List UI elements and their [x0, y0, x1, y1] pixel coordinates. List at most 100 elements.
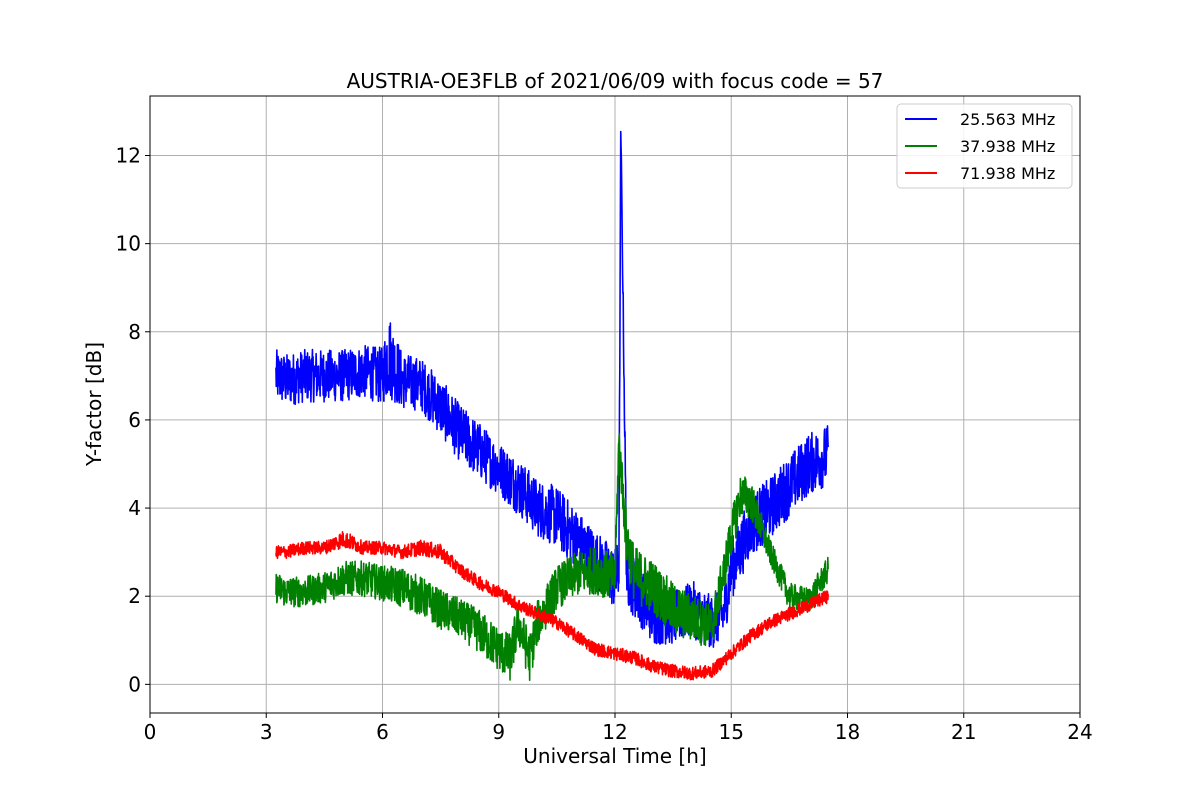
y-axis-label: Y-factor [dB]	[82, 342, 106, 467]
data-point	[827, 595, 829, 597]
data-point	[440, 609, 442, 611]
data-point	[618, 441, 620, 443]
data-point	[556, 622, 558, 624]
data-point	[304, 547, 306, 549]
data-point	[575, 635, 577, 637]
y-tick-label: 12	[116, 143, 141, 167]
data-point	[672, 670, 674, 672]
y-tick-label: 6	[128, 408, 141, 432]
data-point	[388, 353, 390, 355]
data-point	[529, 657, 531, 659]
data-point	[750, 525, 752, 527]
data-point	[275, 375, 277, 377]
x-tick-label: 24	[1067, 720, 1092, 744]
x-tick-label: 21	[951, 720, 976, 744]
data-point	[362, 578, 364, 580]
legend-item: 25.563 MHz	[905, 110, 1055, 129]
data-point	[620, 124, 622, 126]
data-point	[324, 375, 326, 377]
series-line	[275, 433, 829, 682]
data-point	[420, 384, 422, 386]
data-point	[653, 617, 655, 619]
series-1	[275, 124, 829, 648]
data-point	[769, 551, 771, 553]
y-tick-label: 10	[116, 232, 141, 256]
data-point	[692, 617, 694, 619]
y-tick-label: 2	[128, 584, 141, 608]
data-point	[285, 591, 287, 593]
x-tick-label: 9	[492, 720, 505, 744]
x-tick-label: 0	[144, 720, 157, 744]
data-point	[324, 587, 326, 589]
x-tick-label: 6	[376, 720, 389, 744]
data-point	[479, 631, 481, 633]
data-point	[382, 582, 384, 584]
data-point	[750, 635, 752, 637]
data-point	[285, 379, 287, 381]
data-point	[459, 569, 461, 571]
data-point	[692, 673, 694, 675]
data-point	[653, 666, 655, 668]
legend-label: 25.563 MHz	[960, 110, 1055, 129]
data-point	[595, 648, 597, 650]
data-point	[324, 547, 326, 549]
data-point	[618, 569, 620, 571]
series-3	[275, 530, 829, 681]
data-point	[730, 534, 732, 536]
data-point	[401, 551, 403, 553]
data-point	[789, 485, 791, 487]
y-tick-label: 0	[128, 672, 141, 696]
data-point	[517, 622, 519, 624]
data-point	[827, 454, 829, 456]
data-point	[808, 463, 810, 465]
data-point	[420, 595, 422, 597]
data-point	[556, 516, 558, 518]
data-point	[479, 582, 481, 584]
data-point	[653, 587, 655, 589]
data-point	[459, 617, 461, 619]
data-point	[634, 657, 636, 659]
data-point	[730, 569, 732, 571]
series-layer	[275, 124, 829, 682]
x-tick-label: 3	[260, 720, 273, 744]
data-point	[382, 547, 384, 549]
data-point	[362, 371, 364, 373]
data-point	[614, 653, 616, 655]
data-point	[575, 538, 577, 540]
data-point	[730, 653, 732, 655]
data-point	[750, 498, 752, 500]
data-point	[517, 604, 519, 606]
data-point	[537, 613, 539, 615]
y-tick-label: 8	[128, 320, 141, 344]
legend-box	[896, 103, 1073, 189]
data-point	[343, 375, 345, 377]
legend-label: 71.938 MHz	[960, 164, 1055, 183]
data-point	[420, 547, 422, 549]
x-tick-label: 18	[835, 720, 860, 744]
data-point	[595, 569, 597, 571]
series-line	[275, 530, 829, 681]
legend-item: 71.938 MHz	[905, 164, 1055, 183]
chart-title: AUSTRIA-OE3FLB of 2021/06/09 with focus …	[347, 69, 884, 93]
data-point	[362, 547, 364, 549]
data-point	[614, 578, 616, 580]
data-point	[711, 626, 713, 628]
data-point	[382, 375, 384, 377]
data-point	[575, 573, 577, 575]
data-point	[672, 609, 674, 611]
y-tick-label: 4	[128, 496, 141, 520]
legend-item: 37.938 MHz	[905, 137, 1055, 156]
data-point	[723, 613, 725, 615]
data-point	[537, 622, 539, 624]
data-point	[789, 595, 791, 597]
data-point	[440, 406, 442, 408]
data-point	[498, 591, 500, 593]
data-point	[275, 551, 277, 553]
data-point	[517, 485, 519, 487]
legend: 25.563 MHz 37.938 MHz 71.938 MHz	[896, 103, 1073, 189]
data-point	[459, 432, 461, 434]
data-point	[769, 622, 771, 624]
data-point	[808, 604, 810, 606]
data-point	[440, 551, 442, 553]
